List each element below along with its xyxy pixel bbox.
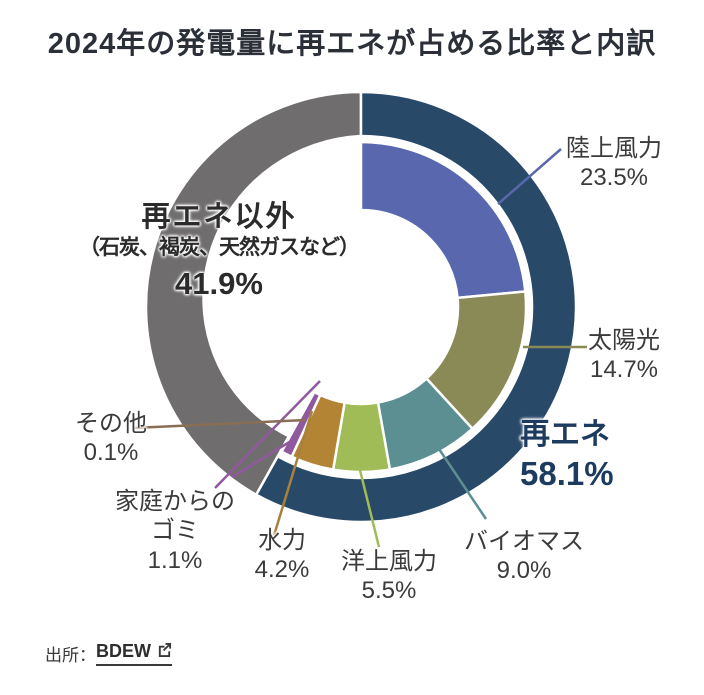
leader-line-5: [214, 380, 321, 489]
label-solar: 太陽光 14.7%: [566, 326, 682, 385]
label-offshore-wind-pct: 5.5%: [361, 577, 417, 605]
source-prefix: 出所：: [45, 646, 96, 665]
label-solar-pct: 14.7%: [589, 356, 659, 384]
label-non-renewables-name: 再エネ以外: [141, 201, 297, 233]
leader-line-4: [270, 410, 314, 543]
label-non-renewables-pct: 41.9%: [175, 265, 263, 301]
label-household-waste-name: 家庭からのゴミ: [115, 488, 235, 545]
source-link-label: BDEW: [96, 641, 151, 661]
label-other-pct: 0.1%: [83, 439, 139, 467]
label-hydro-name: 水力: [258, 527, 306, 554]
label-renewables-total-pct: 58.1%: [520, 454, 614, 492]
label-offshore-wind: 洋上風力 5.5%: [326, 547, 452, 606]
label-biomass-name: バイオマス: [464, 528, 584, 555]
segment-陸上風力: [359, 140, 527, 300]
label-household-waste: 家庭からのゴミ 1.1%: [104, 487, 246, 575]
chart-title: 2024年の発電量に再エネが占める比率と内訳: [47, 28, 657, 60]
label-offshore-wind-name: 洋上風力: [341, 548, 437, 575]
leader-line-3: [356, 461, 381, 548]
label-onshore-wind-pct: 23.5%: [579, 164, 649, 192]
source-link[interactable]: BDEW: [96, 641, 172, 666]
label-biomass: バイオマス 9.0%: [450, 527, 598, 586]
label-non-renewables: 再エネ以外 （石炭、褐炭、天然ガスなど） 41.9%: [70, 200, 368, 303]
label-renewables-total: 再エネ 58.1%: [520, 417, 670, 494]
label-renewables-total-name: 再エネ: [520, 418, 610, 451]
label-non-renewables-detail: （石炭、褐炭、天然ガスなど）: [79, 236, 360, 260]
label-household-waste-pct: 1.1%: [147, 546, 203, 574]
segment-renewables-total: [254, 90, 578, 524]
external-link-icon: [157, 641, 172, 662]
label-other: その他 0.1%: [58, 409, 164, 468]
label-solar-name: 太陽光: [588, 327, 660, 354]
label-hydro: 水力 4.2%: [236, 526, 328, 585]
segment-その他: [279, 390, 316, 453]
segment-non-renewables: [144, 90, 363, 496]
label-other-name: その他: [75, 410, 147, 437]
leader-line-0: [497, 148, 562, 205]
leader-line-7: [132, 418, 307, 430]
leader-line-2: [435, 445, 488, 520]
label-onshore-wind-name: 陸上風力: [566, 135, 662, 162]
label-hydro-pct: 4.2%: [254, 556, 310, 584]
label-onshore-wind: 陸上風力 23.5%: [552, 134, 676, 193]
leader-line-6: [231, 436, 297, 479]
source-row: 出所： BDEW: [45, 641, 172, 666]
label-biomass-pct: 9.0%: [496, 557, 552, 585]
